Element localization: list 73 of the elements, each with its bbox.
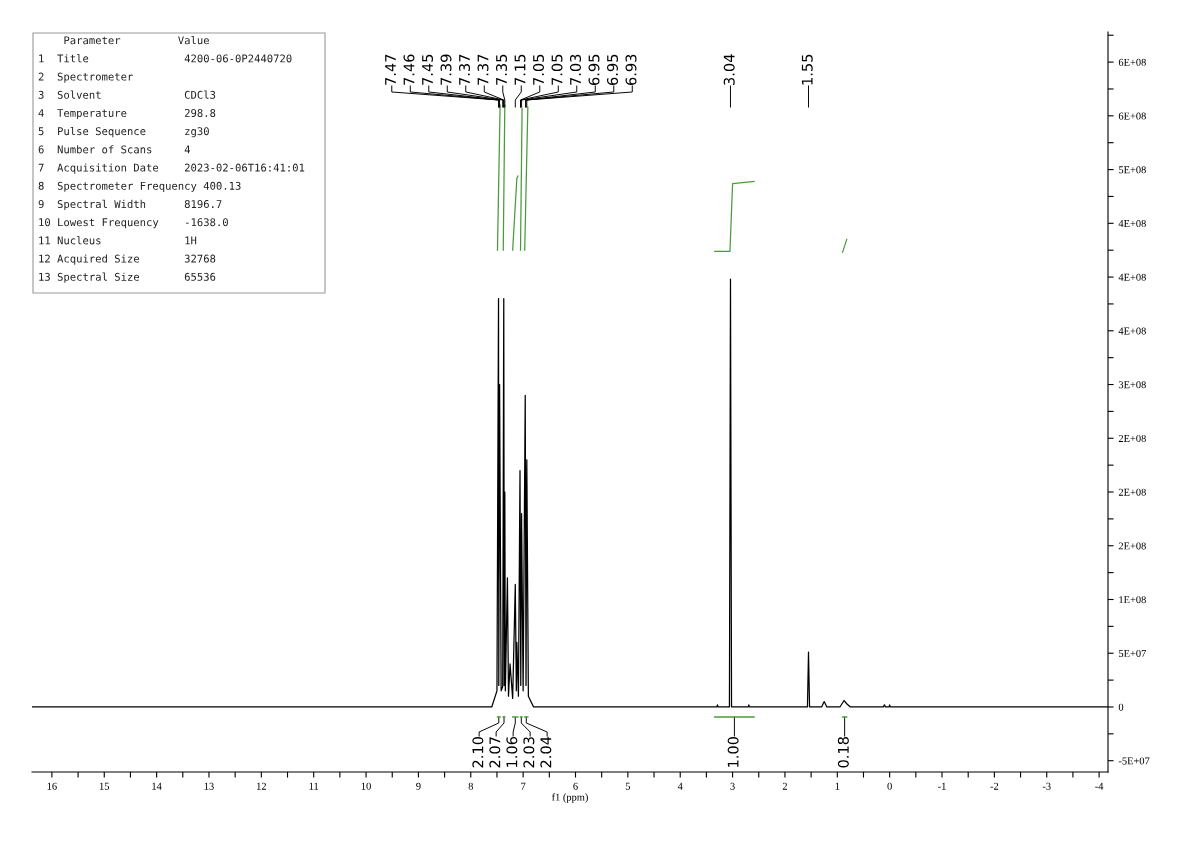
annotation: 7.35 [495,54,508,85]
annotation: 7 Acquisition Date 2023-02-06T16:41:01 [38,163,305,174]
annotation: 6.93 [625,54,637,85]
annotation: 4 Temperature 298.8 [38,108,216,120]
y-tick-label: 1E+08 [1119,596,1146,604]
x-tick-label: -1 [938,782,946,790]
y-tick-label: 3E+08 [1118,381,1146,389]
x-tick-label: 2 [782,782,787,790]
x-tick-label: 14 [152,782,162,790]
annotation: 2.10 [472,736,484,768]
annotation: 7.47 [385,54,396,85]
x-tick-label: 10 [361,782,371,790]
y-tick-label: 5E+08 [1119,166,1146,174]
x-tick-label: 6 [573,782,578,790]
x-axis-title: f1 (ppm) [551,793,588,803]
y-tick-label: 6E+08 [1118,112,1146,120]
annotation: 0.18 [837,737,849,768]
x-tick-label: -4 [1095,782,1104,790]
y-tick-label: 6E+08 [1118,58,1146,66]
annotation: 3.04 [723,54,735,85]
annotation: Parameter Value [64,36,209,45]
annotation: 7.39 [440,54,452,85]
x-tick-label: 15 [99,782,110,790]
y-tick-label: 4E+08 [1118,220,1146,228]
x-tick-label: -2 [990,782,999,790]
annotation: 11 Nucleus 1H [39,236,197,245]
annotation: 2.04 [540,736,552,768]
annotation: 1 Title 4200-06-0P2440720 [39,54,292,63]
annotation: 7.05 [551,54,563,85]
x-tick-label: 3 [730,782,735,790]
x-tick-label: 12 [257,782,266,790]
annotation: 7.03 [569,54,582,85]
annotation: 12 Acquired Size 32768 [39,254,216,265]
annotation: 7.37 [458,54,471,85]
x-tick-label: 16 [47,782,57,790]
x-tick-label: 11 [309,782,319,790]
annotation: 3 Solvent CDCl3 [38,90,216,99]
y-tick-label: 2E+08 [1118,488,1146,496]
annotation: 8 Spectrometer Frequency 400.13 [38,181,241,192]
annotation: 7.37 [477,54,489,85]
annotation: 5 Pulse Sequence zg30 [38,126,209,138]
x-tick-label: 9 [416,782,421,790]
annotation: 6 Number of Scans 4 [38,145,191,154]
annotation: 6.95 [606,54,619,85]
y-tick-label: 4E+08 [1118,273,1146,281]
x-tick-label: -3 [1042,782,1051,790]
x-tick-label: 8 [468,782,473,790]
annotation: 6.95 [588,54,600,85]
annotation: 7.45 [422,54,434,85]
y-tick-label: -5E+07 [1118,757,1150,765]
annotation: 1.55 [801,54,813,85]
x-tick-label: 13 [204,782,214,790]
y-tick-label: 0 [1118,703,1124,711]
annotation: 1.06 [506,736,518,767]
annotation: 2 Spectrometer [38,72,133,83]
annotation: 13 Spectral Size 65536 [39,272,216,283]
annotation: 10 Lowest Frequency -1638.0 [39,218,228,229]
x-tick-label: 1 [835,782,840,790]
x-tick-label: 7 [521,782,526,790]
x-tick-label: 4 [677,782,683,790]
y-tick-label: 5E+07 [1119,649,1146,657]
annotation: 7.46 [403,54,415,85]
y-tick-label: 4E+08 [1118,327,1146,335]
annotation: 1.00 [727,736,739,767]
y-tick-label: 2E+08 [1118,434,1146,442]
x-tick-label: 5 [625,782,631,790]
y-tick-label: 2E+08 [1118,542,1146,550]
x-tick-label: 0 [887,782,892,790]
annotation: 2.07 [489,737,501,768]
annotation: 7.15 [514,54,526,85]
annotation: 2.03 [523,737,535,768]
annotation: 7.05 [532,54,545,85]
annotation: 9 Spectral Width 8196.7 [38,199,222,211]
